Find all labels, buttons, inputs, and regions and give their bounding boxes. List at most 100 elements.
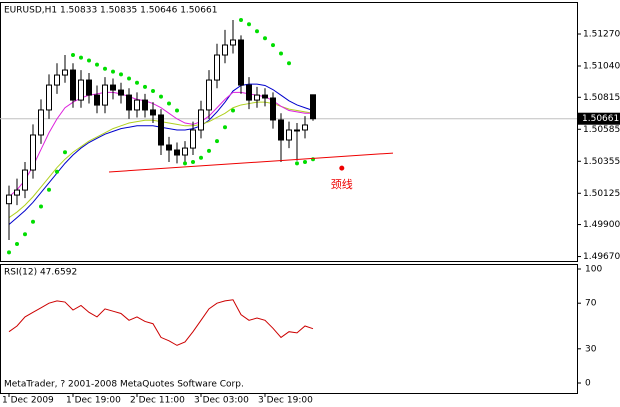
candle-body [158, 114, 164, 146]
candle-body [86, 79, 92, 96]
candle-body [190, 129, 196, 149]
candle-body [62, 69, 68, 76]
chart-title: EURUSD,H1 1.50833 1.50835 1.50646 1.5066… [4, 6, 217, 16]
y-tick-label: 1.50585 [583, 125, 620, 135]
sar-dot [111, 69, 115, 74]
sar-dot [63, 150, 67, 155]
sar-dot [167, 101, 171, 106]
candle-body [46, 84, 52, 111]
sar-dot [47, 187, 51, 192]
candle-body [110, 84, 116, 91]
sar-dot [39, 204, 43, 209]
candle-body [30, 134, 36, 171]
sar-dot [143, 84, 147, 89]
sar-dot [159, 94, 163, 99]
sar-dot [263, 36, 267, 41]
candle-body [270, 97, 276, 121]
x-tick-label: 2 Dec 11:00 [130, 396, 185, 406]
sar-dot [215, 139, 219, 144]
candle-body [118, 89, 124, 96]
candle-body [38, 109, 44, 136]
rsi-line [8, 299, 314, 346]
sar-dot [279, 51, 283, 56]
y-tick-label: 1.50125 [583, 189, 620, 199]
candle-body [206, 79, 212, 111]
sar-dot [247, 22, 251, 27]
sar-dot [87, 58, 91, 63]
candle-body [142, 99, 148, 111]
candle-body [214, 54, 220, 81]
candle-body [310, 94, 316, 120]
sar-dot [55, 169, 59, 174]
sar-dot [31, 219, 35, 224]
x-tick-label: 1 Dec 19:00 [66, 396, 121, 406]
sar-dot [71, 53, 75, 58]
neckline [108, 152, 394, 173]
sar-dot [79, 55, 83, 60]
candle-body [262, 94, 268, 99]
sar-dot [95, 62, 99, 67]
candle-body [222, 44, 228, 56]
y-tick-label: 1.50355 [583, 157, 620, 167]
y-tick-label: 70 [585, 299, 597, 309]
candle-body [238, 39, 244, 86]
sar-dot [311, 157, 315, 162]
candle-body [150, 109, 156, 116]
candle-body [102, 84, 108, 106]
candle-body [22, 169, 28, 191]
sar-dot [119, 72, 123, 77]
sar-dot [295, 161, 299, 166]
sar-dot [15, 242, 19, 247]
annotation-dot [339, 165, 345, 171]
candle-body [126, 94, 132, 111]
sar-dot [103, 66, 107, 71]
y-tick-label: 1.51270 [583, 30, 620, 40]
candle-body [6, 194, 12, 205]
candle-body [198, 109, 204, 131]
sar-dot [23, 232, 27, 237]
annotation-label: 颈线 [331, 177, 353, 191]
x-tick-label: 3 Dec 03:00 [194, 396, 249, 406]
candle-body [302, 124, 308, 131]
y-tick-label: 1.51040 [583, 62, 620, 72]
y-tick-label: 1.49670 [583, 252, 620, 262]
sar-dot [199, 155, 203, 160]
sar-dot [255, 29, 259, 34]
sar-dot [287, 61, 291, 66]
candle-body [166, 144, 172, 151]
candle-body [54, 74, 60, 86]
candle-body [230, 39, 236, 46]
sar-dot [223, 125, 227, 130]
candle-body [78, 79, 84, 101]
sar-dot [303, 159, 307, 164]
y-tick-label: 1.50815 [583, 93, 620, 103]
candle-body [14, 189, 20, 196]
y-tick-label: 100 [585, 265, 602, 275]
current-price-box [578, 112, 620, 125]
sar-dot [135, 80, 139, 85]
y-tick-label: 30 [585, 344, 597, 354]
candle-body [294, 129, 300, 132]
candle-body [70, 69, 76, 101]
y-tick-label: 1.49900 [583, 220, 620, 230]
sar-dot [271, 43, 275, 48]
candle-body [94, 94, 100, 106]
x-tick-label: 1 Dec 2009 [2, 396, 54, 406]
candle-body [286, 129, 292, 141]
main-frame [0, 2, 578, 262]
current-price-label: 1.50661 [582, 114, 619, 124]
sar-dot [175, 108, 179, 113]
rsi-title: RSI(12) 47.6592 [4, 268, 77, 278]
sar-dot [191, 159, 195, 164]
sar-dot [127, 76, 131, 81]
x-tick-label: 3 Dec 19:00 [258, 396, 313, 406]
y-tick-label: 0 [585, 379, 591, 389]
candle-body [174, 149, 180, 156]
sar-dot [183, 161, 187, 166]
sar-dot [239, 17, 243, 22]
sar-dot [231, 108, 235, 113]
candle-body [254, 94, 260, 101]
candle-body [182, 147, 188, 156]
